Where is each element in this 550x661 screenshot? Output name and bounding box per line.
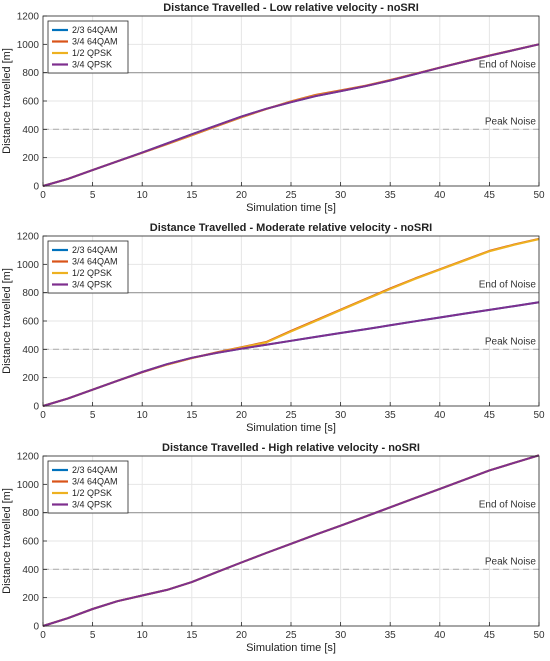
x-tick-label: 25 [285, 630, 297, 641]
y-tick-label: 800 [22, 508, 39, 519]
x-tick-label: 15 [186, 410, 198, 421]
legend-label: 2/3 64QAM [72, 25, 118, 35]
chart-panel-3: End of Noise Peak Noise 0 5 10 15 20 25 30 35 40 45… [1, 442, 545, 654]
series-line [42, 301, 540, 407]
series-line [42, 43, 540, 187]
y-axis-label: Distance travelled [m] [1, 268, 13, 374]
x-tick-label: 30 [335, 190, 347, 201]
y-tick-label: 800 [22, 288, 39, 299]
y-tick-label: 1200 [17, 12, 40, 23]
legend-label: 3/4 QPSK [72, 500, 112, 510]
y-tick-label: 0 [33, 182, 39, 193]
legend-label: 1/2 QPSK [72, 48, 112, 58]
x-tick-label: 35 [385, 410, 397, 421]
x-tick-label: 35 [385, 630, 397, 641]
x-tick-label: 20 [236, 190, 248, 201]
x-tick-label: 30 [335, 410, 347, 421]
y-tick-label: 400 [22, 125, 39, 136]
y-axis-label: Distance travelled [m] [1, 488, 13, 594]
reference-line-label: Peak Noise [485, 556, 537, 567]
x-tick-label: 0 [40, 190, 46, 201]
chart-title: Distance Travelled - Low relative veloci… [163, 2, 419, 14]
y-tick-label: 1000 [17, 480, 40, 491]
x-tick-label: 40 [434, 410, 446, 421]
reference-line-label: Peak Noise [485, 116, 537, 127]
y-tick-label: 200 [22, 593, 39, 604]
x-tick-label: 20 [236, 410, 248, 421]
y-tick-label: 600 [22, 97, 39, 108]
series-line [42, 454, 540, 627]
legend-label: 3/4 64QAM [72, 37, 118, 47]
y-tick-label: 400 [22, 565, 39, 576]
y-tick-label: 0 [33, 622, 39, 633]
y-tick-label: 1200 [17, 232, 40, 243]
x-tick-label: 35 [385, 190, 397, 201]
chart-title: Distance Travelled - High relative veloc… [162, 442, 420, 454]
x-axis-label: Simulation time [s] [246, 422, 336, 434]
x-tick-label: 45 [484, 630, 496, 641]
x-axis-label: Simulation time [s] [246, 202, 336, 214]
x-tick-label: 0 [40, 630, 46, 641]
legend-label: 3/4 QPSK [72, 60, 112, 70]
x-tick-label: 10 [137, 190, 149, 201]
y-tick-label: 600 [22, 537, 39, 548]
y-tick-label: 1000 [17, 260, 40, 271]
x-tick-label: 25 [285, 410, 297, 421]
legend-label: 3/4 QPSK [72, 280, 112, 290]
y-tick-label: 0 [33, 402, 39, 413]
x-tick-label: 40 [434, 190, 446, 201]
reference-line-label: Peak Noise [485, 336, 537, 347]
x-axis-label: Simulation time [s] [246, 642, 336, 654]
reference-line-label: End of Noise [479, 280, 537, 291]
x-tick-label: 15 [186, 190, 198, 201]
x-tick-label: 10 [137, 630, 149, 641]
x-tick-label: 50 [533, 630, 545, 641]
x-tick-label: 5 [90, 410, 96, 421]
y-tick-label: 400 [22, 345, 39, 356]
x-tick-label: 50 [533, 410, 545, 421]
legend-label: 2/3 64QAM [72, 465, 118, 475]
legend-label: 1/2 QPSK [72, 488, 112, 498]
x-tick-label: 5 [90, 190, 96, 201]
x-tick-label: 20 [236, 630, 248, 641]
chart-title: Distance Travelled - Moderate relative v… [150, 222, 432, 234]
chart-panel-1: End of Noise Peak Noise 0 5 10 15 20 25 30 35 40 45… [1, 2, 545, 214]
legend-label: 3/4 64QAM [72, 257, 118, 267]
x-tick-label: 45 [484, 190, 496, 201]
x-tick-label: 10 [137, 410, 149, 421]
y-tick-label: 200 [22, 153, 39, 164]
legend-label: 2/3 64QAM [72, 245, 118, 255]
reference-line-label: End of Noise [479, 60, 537, 71]
reference-line-label: End of Noise [479, 500, 537, 511]
y-tick-label: 800 [22, 68, 39, 79]
x-tick-label: 0 [40, 410, 46, 421]
x-tick-label: 40 [434, 630, 446, 641]
x-tick-label: 45 [484, 410, 496, 421]
x-tick-label: 50 [533, 190, 545, 201]
y-axis-label: Distance travelled [m] [1, 48, 13, 154]
chart-panel-2: End of Noise Peak Noise 0 5 10 15 20 25 30 35 40 45… [1, 222, 545, 434]
legend-label: 1/2 QPSK [72, 268, 112, 278]
y-tick-label: 1200 [17, 452, 40, 463]
y-tick-label: 600 [22, 317, 39, 328]
x-tick-label: 15 [186, 630, 198, 641]
x-tick-label: 25 [285, 190, 297, 201]
y-tick-label: 200 [22, 373, 39, 384]
x-tick-label: 30 [335, 630, 347, 641]
y-tick-label: 1000 [17, 40, 40, 51]
x-tick-label: 5 [90, 630, 96, 641]
legend-label: 3/4 64QAM [72, 477, 118, 487]
